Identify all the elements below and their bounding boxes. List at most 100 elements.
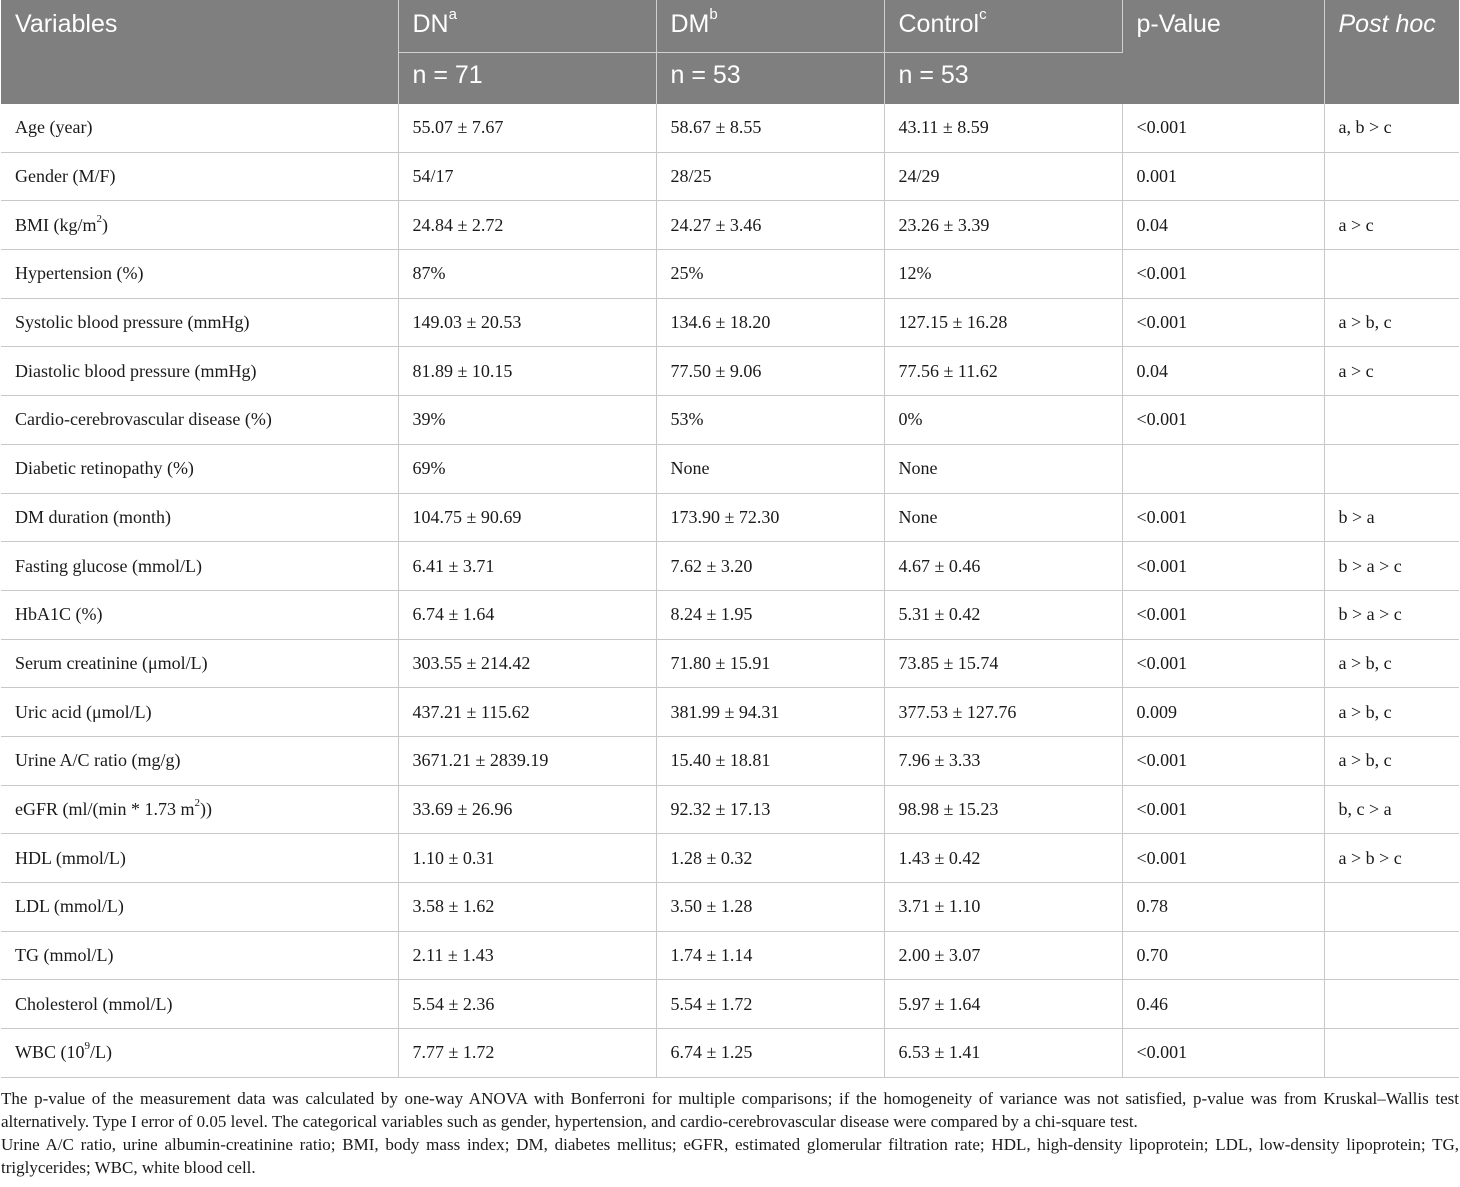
cell-pvalue: 0.70	[1122, 931, 1325, 981]
cell-posthoc	[1324, 979, 1459, 1030]
cell-variable: Urine A/C ratio (mg/g)	[1, 736, 399, 786]
cell-pvalue: 0.04	[1122, 200, 1325, 251]
table-row: Hypertension (%) 87% 25% 12% <0.001	[1, 249, 1459, 299]
cell-control: 98.98 ± 15.23	[884, 785, 1123, 835]
data-table: Variables DNa DMb Controlc p-Value Post …	[1, 0, 1459, 1078]
header-n-row: n = 71 n = 53 n = 53	[1, 52, 1459, 104]
cell-pvalue: <0.001	[1122, 736, 1325, 786]
cell-posthoc: a > c	[1324, 346, 1459, 397]
cell-dm: 24.27 ± 3.46	[656, 200, 885, 251]
cell-dn: 3671.21 ± 2839.19	[398, 736, 657, 786]
table-row: eGFR (ml/(min * 1.73 m2)) 33.69 ± 26.96 92…	[1, 785, 1459, 835]
cell-pvalue: 0.009	[1122, 687, 1325, 737]
cell-dm: 71.80 ± 15.91	[656, 639, 885, 689]
cell-posthoc: b > a	[1324, 493, 1459, 543]
cell-dm: 53%	[656, 395, 885, 445]
cell-variable: WBC (109/L)	[1, 1028, 399, 1078]
cell-posthoc: b > a > c	[1324, 541, 1459, 591]
cell-dn: 2.11 ± 1.43	[398, 931, 657, 981]
cell-pvalue: 0.001	[1122, 152, 1325, 202]
cell-pvalue: <0.001	[1122, 104, 1325, 153]
cell-dm: 134.6 ± 18.20	[656, 298, 885, 348]
table-row: Serum creatinine (μmol/L) 303.55 ± 214.42…	[1, 639, 1459, 689]
cell-control: 12%	[884, 249, 1123, 299]
cell-dm: 3.50 ± 1.28	[656, 882, 885, 932]
cell-variable: Hypertension (%)	[1, 249, 399, 299]
cell-control: 377.53 ± 127.76	[884, 687, 1123, 737]
cell-pvalue: 0.04	[1122, 346, 1325, 397]
cell-posthoc	[1324, 395, 1459, 445]
table-row: Fasting glucose (mmol/L) 6.41 ± 3.71 7.62 …	[1, 541, 1459, 591]
cell-control: 7.96 ± 3.33	[884, 736, 1123, 786]
cell-dn: 149.03 ± 20.53	[398, 298, 657, 348]
table-body: Age (year) 55.07 ± 7.67 58.67 ± 8.55 43.11 …	[1, 104, 1459, 1078]
cell-variable: BMI (kg/m2)	[1, 200, 399, 251]
cell-variable: Fasting glucose (mmol/L)	[1, 541, 399, 591]
cell-posthoc: a > b, c	[1324, 639, 1459, 689]
cell-pvalue: <0.001	[1122, 639, 1325, 689]
table-notes: The p-value of the measurement data was …	[1, 1087, 1459, 1179]
cell-posthoc: b, c > a	[1324, 785, 1459, 835]
cell-dn: 33.69 ± 26.96	[398, 785, 657, 835]
cell-dn: 24.84 ± 2.72	[398, 200, 657, 251]
table-header: Variables DNa DMb Controlc p-Value Post …	[1, 0, 1459, 104]
cell-variable: LDL (mmol/L)	[1, 882, 399, 932]
cell-posthoc	[1324, 152, 1459, 202]
cell-variable: Systolic blood pressure (mmHg)	[1, 298, 399, 348]
cell-control: 43.11 ± 8.59	[884, 104, 1123, 153]
cell-variable: HDL (mmol/L)	[1, 833, 399, 883]
cell-control: 127.15 ± 16.28	[884, 298, 1123, 348]
cell-posthoc	[1324, 931, 1459, 981]
cell-posthoc: a > b, c	[1324, 687, 1459, 737]
cell-dn: 6.74 ± 1.64	[398, 590, 657, 640]
cell-posthoc	[1324, 444, 1459, 494]
header-pvalue: p-Value	[1122, 0, 1325, 104]
cell-control: 2.00 ± 3.07	[884, 931, 1123, 981]
header-dm: DMb	[656, 0, 885, 53]
table-row: HbA1C (%) 6.74 ± 1.64 8.24 ± 1.95 5.31 ± 0.…	[1, 590, 1459, 640]
cell-posthoc: b > a > c	[1324, 590, 1459, 640]
cell-dm: 15.40 ± 18.81	[656, 736, 885, 786]
cell-pvalue: 0.78	[1122, 882, 1325, 932]
cell-variable: eGFR (ml/(min * 1.73 m2))	[1, 785, 399, 835]
cell-dm: 25%	[656, 249, 885, 299]
table-row: Systolic blood pressure (mmHg) 149.03 ± 2…	[1, 298, 1459, 348]
cell-control: 4.67 ± 0.46	[884, 541, 1123, 591]
table-row: LDL (mmol/L) 3.58 ± 1.62 3.50 ± 1.28 3.71 ±…	[1, 882, 1459, 932]
cell-dm: 5.54 ± 1.72	[656, 979, 885, 1030]
cell-dm: 1.74 ± 1.14	[656, 931, 885, 981]
cell-dm: 28/25	[656, 152, 885, 202]
cell-dn: 81.89 ± 10.15	[398, 346, 657, 397]
cell-pvalue: <0.001	[1122, 249, 1325, 299]
cell-variable: Diabetic retinopathy (%)	[1, 444, 399, 494]
cell-pvalue: <0.001	[1122, 1028, 1325, 1078]
cell-variable: HbA1C (%)	[1, 590, 399, 640]
cell-variable: Gender (M/F)	[1, 152, 399, 202]
cell-pvalue: <0.001	[1122, 590, 1325, 640]
cell-pvalue: <0.001	[1122, 785, 1325, 835]
cell-dn: 5.54 ± 2.36	[398, 979, 657, 1030]
cell-control: 5.97 ± 1.64	[884, 979, 1123, 1030]
cell-variable: DM duration (month)	[1, 493, 399, 543]
cell-posthoc: a > b, c	[1324, 736, 1459, 786]
table-row: DM duration (month) 104.75 ± 90.69 173.90 …	[1, 493, 1459, 543]
cell-dm: 58.67 ± 8.55	[656, 104, 885, 153]
table-row: Cholesterol (mmol/L) 5.54 ± 2.36 5.54 ± 1.…	[1, 979, 1459, 1030]
cell-pvalue: <0.001	[1122, 395, 1325, 445]
note-statistics: The p-value of the measurement data was …	[1, 1089, 1459, 1131]
table-row: Cardio-cerebrovascular disease (%) 39% 53%…	[1, 395, 1459, 445]
cell-posthoc	[1324, 882, 1459, 932]
cell-dm: 92.32 ± 17.13	[656, 785, 885, 835]
table-row: Uric acid (μmol/L) 437.21 ± 115.62 381.99 …	[1, 687, 1459, 737]
header-dn: DNa	[398, 0, 657, 53]
cell-dn: 437.21 ± 115.62	[398, 687, 657, 737]
cell-dn: 87%	[398, 249, 657, 299]
cell-control: None	[884, 493, 1123, 543]
cell-control: 0%	[884, 395, 1123, 445]
cell-dn: 69%	[398, 444, 657, 494]
header-posthoc: Post hoc	[1324, 0, 1459, 104]
table-row: Age (year) 55.07 ± 7.67 58.67 ± 8.55 43.11 …	[1, 104, 1459, 153]
cell-dn: 6.41 ± 3.71	[398, 541, 657, 591]
cell-dn: 303.55 ± 214.42	[398, 639, 657, 689]
cell-control: 73.85 ± 15.74	[884, 639, 1123, 689]
